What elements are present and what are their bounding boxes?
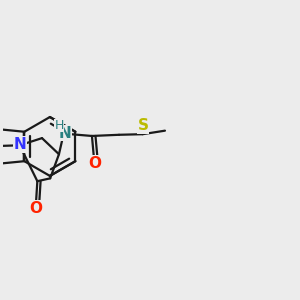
Text: N: N (14, 137, 27, 152)
Text: S: S (138, 118, 149, 134)
Text: H: H (54, 119, 64, 132)
Text: O: O (30, 201, 43, 216)
Text: O: O (88, 156, 101, 171)
Text: N: N (58, 125, 71, 140)
